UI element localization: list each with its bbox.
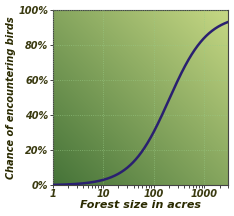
X-axis label: Forest size in acres: Forest size in acres: [80, 200, 201, 210]
Y-axis label: Chance of encountering birds: Chance of encountering birds: [6, 16, 15, 179]
